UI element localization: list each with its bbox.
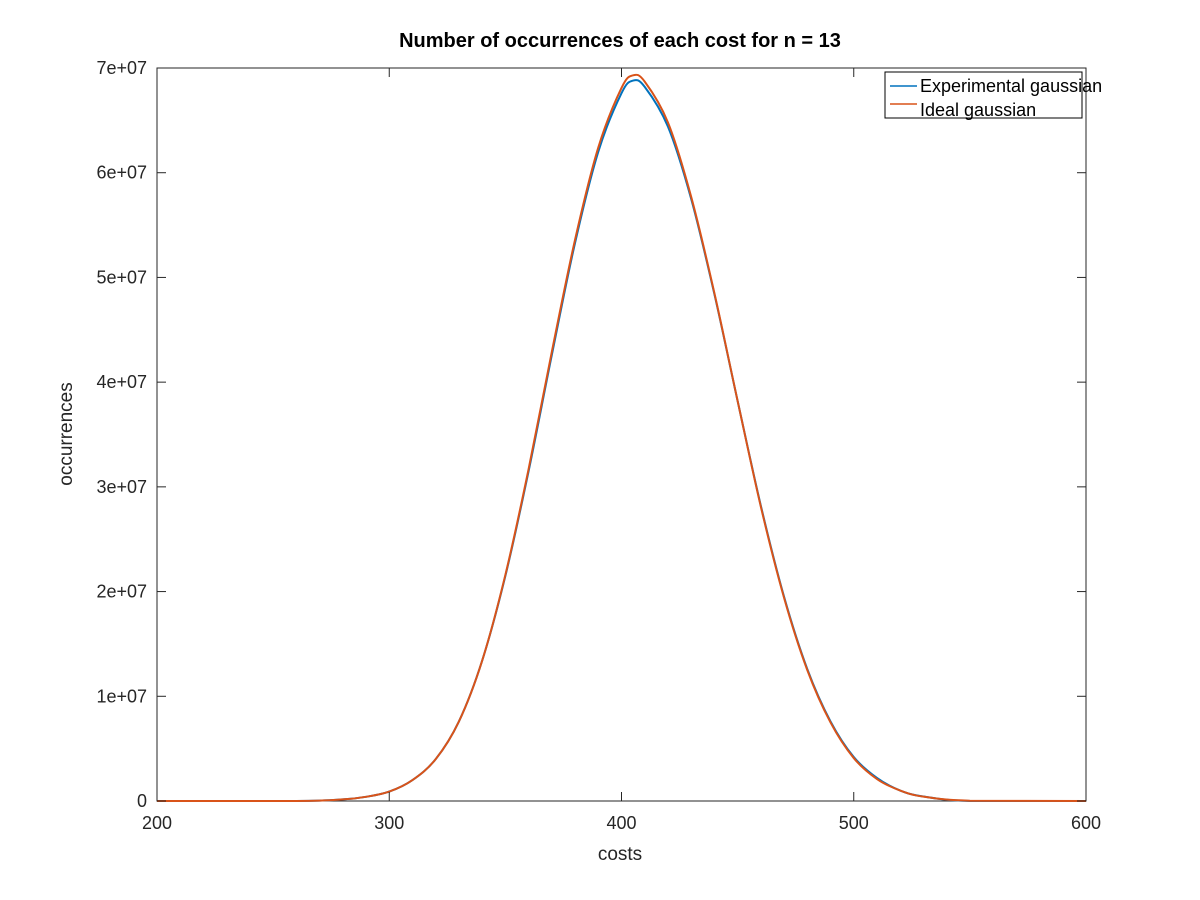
y-tick-label: 3e+07 bbox=[96, 477, 147, 497]
legend-label-ideal: Ideal gaussian bbox=[920, 100, 1036, 120]
legend: Experimental gaussian Ideal gaussian bbox=[884, 71, 1102, 120]
y-tick-label: 5e+07 bbox=[96, 267, 147, 287]
x-tick-label: 300 bbox=[374, 813, 404, 833]
legend-box bbox=[884, 71, 1083, 119]
chart-title: Number of occurrences of each cost for n… bbox=[399, 30, 841, 52]
x-tick-label: 600 bbox=[1071, 813, 1101, 833]
y-tick-label: 4e+07 bbox=[96, 372, 147, 392]
y-tick-label: 6e+07 bbox=[96, 163, 147, 183]
y-tick-label: 2e+07 bbox=[96, 582, 147, 602]
series-line-ideal bbox=[156, 73, 1087, 803]
y-tick-label: 1e+07 bbox=[96, 686, 147, 706]
x-tick-label: 500 bbox=[839, 813, 869, 833]
x-axis-label: costs bbox=[598, 844, 642, 865]
plot-area bbox=[156, 67, 1087, 802]
y-tick-label: 0 bbox=[137, 791, 147, 811]
series-layer bbox=[156, 73, 1087, 803]
y-tick-label: 7e+07 bbox=[96, 58, 147, 78]
axis-ticks: 200 300 400 500 600 0 1e+07 2e+07 3e+07 4e+07 5e+0… bbox=[96, 58, 1101, 833]
legend-label-experimental: Experimental gaussian bbox=[920, 76, 1102, 96]
x-tick-label: 400 bbox=[606, 813, 636, 833]
y-axis-label: occurrences bbox=[56, 382, 77, 486]
x-tick-label: 200 bbox=[142, 813, 172, 833]
